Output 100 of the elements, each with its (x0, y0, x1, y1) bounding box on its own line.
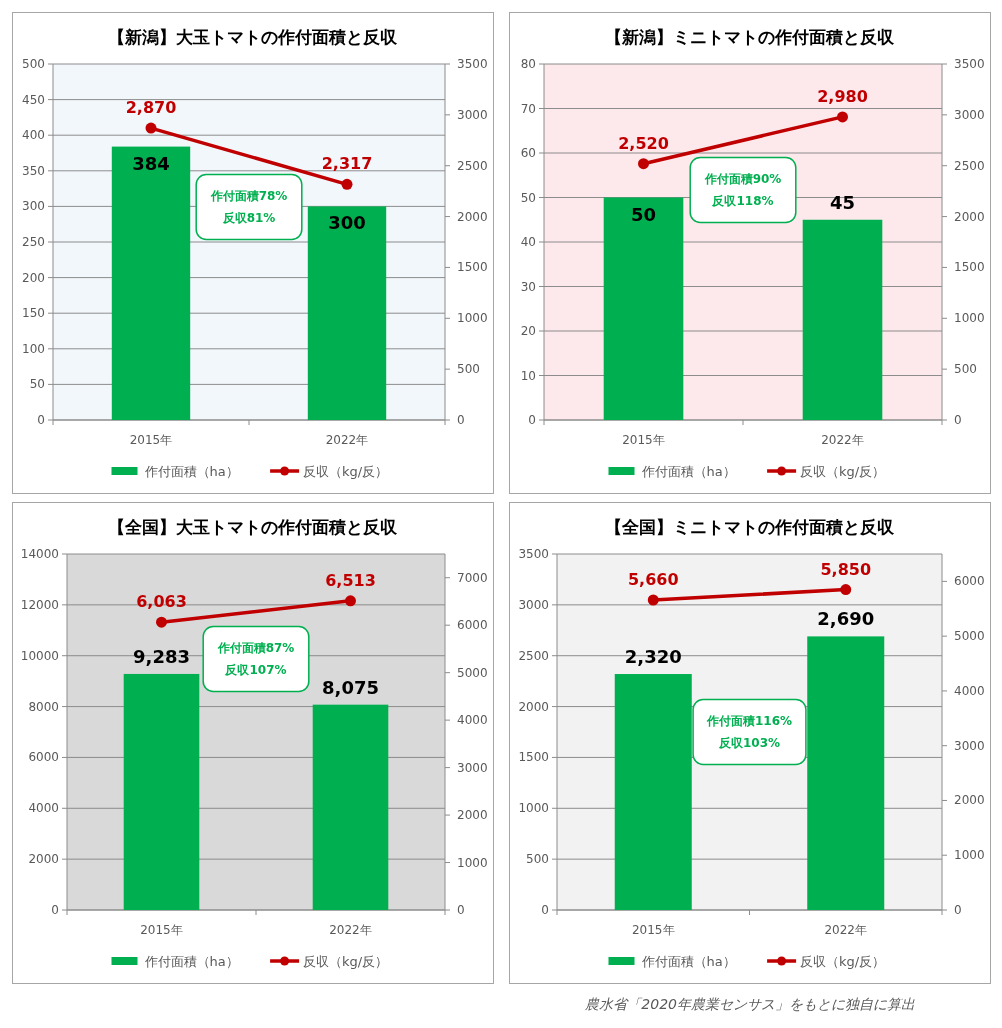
x-tick-label: 2022年 (821, 433, 864, 447)
y-tick-label: 6000 (28, 750, 59, 765)
y-tick-label: 450 (22, 92, 45, 107)
y2-tick-label: 7000 (457, 570, 488, 585)
y-tick-label: 500 (22, 57, 45, 71)
data-label: 5,660 (627, 570, 679, 590)
y-tick-label: 50 (520, 190, 536, 205)
legend-label: 作付面積（ha） (640, 954, 736, 969)
y2-tick-label: 1000 (954, 311, 985, 326)
y-tick-label: 40 (520, 235, 536, 249)
y-tick-label: 2000 (518, 699, 549, 714)
y2-tick-label: 4000 (954, 683, 985, 698)
y2-tick-label: 2000 (457, 209, 488, 224)
x-tick-label: 2022年 (329, 923, 372, 937)
y-tick-label: 4000 (28, 801, 59, 816)
y2-tick-label: 5000 (457, 665, 488, 680)
y-tick-label: 70 (520, 101, 536, 116)
data-label: 2,317 (321, 154, 373, 174)
y-tick-label: 0 (37, 413, 45, 427)
y-tick-label: 12000 (20, 597, 59, 612)
y-tick-label: 60 (520, 146, 536, 160)
y-tick-label: 10000 (20, 648, 59, 663)
chart-title: 【新潟】大玉トマトの作付面積と反収 (108, 27, 398, 47)
data-label: 2,980 (817, 86, 868, 106)
y2-tick-label: 0 (954, 903, 962, 917)
y2-tick-label: 2000 (954, 209, 985, 224)
y-tick-label: 150 (22, 306, 45, 321)
y2-tick-label: 1000 (954, 848, 985, 863)
y-tick-label: 80 (520, 57, 536, 71)
annotation: 作付面積90% 反収118% (703, 172, 782, 208)
annotation: 作付面積116% 反収103% (705, 714, 793, 750)
data-label: 5,850 (820, 559, 872, 579)
y2-tick-label: 1000 (457, 855, 488, 870)
y-tick-label: 2000 (28, 852, 59, 867)
y2-tick-label: 4000 (457, 713, 488, 728)
y2-tick-label: 0 (954, 413, 962, 427)
y2-tick-label: 1500 (457, 260, 488, 275)
y2-tick-label: 1000 (457, 311, 488, 326)
data-label: 8,075 (322, 676, 379, 698)
y-tick-label: 1000 (518, 801, 549, 816)
chart-title: 【全国】大玉トマトの作付面積と反収 (108, 517, 398, 537)
x-tick-label: 2015年 (631, 923, 675, 937)
y-tick-label: 200 (22, 270, 45, 285)
y2-tick-label: 3500 (954, 57, 985, 71)
y2-tick-label: 5000 (954, 629, 985, 644)
legend-label: 作付面積（ha） (640, 464, 736, 479)
y2-tick-label: 2500 (457, 158, 488, 173)
x-tick-label: 2015年 (140, 923, 183, 937)
y2-tick-label: 2000 (457, 808, 488, 823)
x-tick-label: 2015年 (622, 433, 665, 447)
chart-title: 【新潟】ミニトマトの作付面積と反収 (605, 27, 895, 47)
x-tick-label: 2022年 (325, 433, 369, 447)
data-label: 6,513 (325, 570, 376, 590)
y-tick-label: 300 (22, 199, 45, 214)
text: 農水省「2020年農業センサス」をもとに独自に算出 (585, 996, 915, 1012)
y-tick-label: 500 (526, 852, 549, 867)
legend-label: 反収（kg/反） (800, 464, 886, 479)
y2-tick-label: 6000 (954, 574, 985, 589)
y-tick-label: 1500 (518, 750, 549, 765)
data-label: 6,063 (136, 592, 187, 612)
y2-tick-label: 3000 (954, 107, 985, 122)
data-label: 2,320 (624, 646, 682, 668)
y-tick-label: 2500 (518, 648, 549, 663)
annotation: 作付面積78% 反収81% (209, 189, 288, 225)
data-label: 50 (630, 203, 657, 225)
data-label: 45 (829, 191, 856, 213)
y2-tick-label: 3000 (457, 107, 488, 122)
y-tick-label: 3000 (518, 597, 549, 612)
data-label: 9,283 (133, 645, 190, 667)
y2-tick-label: 1500 (954, 260, 985, 275)
y-tick-label: 8000 (28, 699, 59, 714)
data-label: 2,870 (125, 98, 177, 118)
y-tick-label: 0 (528, 413, 536, 427)
data-label: 384 (132, 152, 170, 174)
data-label: 2,520 (618, 133, 669, 153)
y2-tick-label: 0 (457, 413, 465, 427)
legend-label: 作付面積（ha） (143, 954, 239, 969)
y2-tick-label: 500 (457, 362, 480, 377)
y-tick-label: 350 (22, 163, 45, 178)
legend-label: 反収（kg/反） (303, 464, 389, 479)
x-tick-label: 2022年 (824, 923, 868, 937)
y-tick-label: 100 (22, 341, 45, 356)
legend-label: 作付面積（ha） (143, 464, 239, 479)
data-label: 300 (328, 212, 366, 234)
y-tick-label: 400 (22, 128, 45, 143)
chart-title: 【全国】ミニトマトの作付面積と反収 (605, 517, 895, 537)
y2-tick-label: 6000 (457, 618, 488, 633)
y-tick-label: 14000 (20, 547, 59, 561)
y2-tick-label: 0 (457, 903, 465, 917)
data-label: 2,690 (817, 608, 875, 630)
y-tick-label: 50 (29, 377, 45, 392)
y2-tick-label: 500 (954, 362, 977, 377)
legend-label: 反収（kg/反） (800, 954, 886, 969)
y-tick-label: 250 (22, 235, 45, 249)
y2-tick-label: 2000 (954, 793, 985, 808)
legend-label: 反収（kg/反） (303, 954, 389, 969)
y-tick-label: 0 (51, 903, 59, 917)
y-tick-label: 3500 (518, 547, 549, 561)
y2-tick-label: 2500 (954, 158, 985, 173)
y-tick-label: 30 (520, 279, 536, 294)
